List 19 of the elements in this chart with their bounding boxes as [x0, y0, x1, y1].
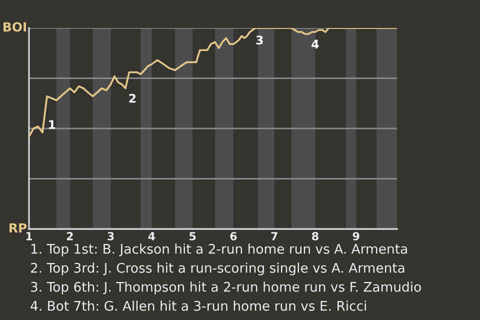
- text: 1. Top 1st: B. Jackson hit a 2-run home run vs A. Armenta: [31, 244, 407, 256]
- x-tick-label: 8: [312, 232, 318, 240]
- x-tick-label: 3: [108, 232, 114, 240]
- x-tick-label: 2: [66, 232, 73, 240]
- x-tick-label: 7: [271, 232, 278, 240]
- text: RP: [10, 223, 27, 232]
- annotation: 3: [256, 36, 263, 45]
- x-tick-label: 6: [230, 232, 237, 240]
- x-tick-label: 4: [148, 232, 156, 240]
- text: 2. Top 3rd: J. Cross hit a run-scoring single vs A. Armenta: [30, 262, 404, 276]
- annotation: 2: [129, 94, 136, 103]
- text: 3. Top 6th: J. Thompson hit a 2-run home run vs F. Zamudio: [31, 282, 421, 294]
- x-tick-label: 5: [190, 232, 196, 240]
- annotation: 1: [49, 120, 56, 129]
- text: BOI: [4, 22, 26, 32]
- text: 4. Bot 7th: G. Allen hit a 3-run home run vs E. Ricci: [30, 300, 366, 311]
- x-tick-label: 1: [26, 232, 32, 240]
- annotation: 4: [312, 40, 319, 48]
- x-tick-label: 9: [352, 232, 360, 240]
